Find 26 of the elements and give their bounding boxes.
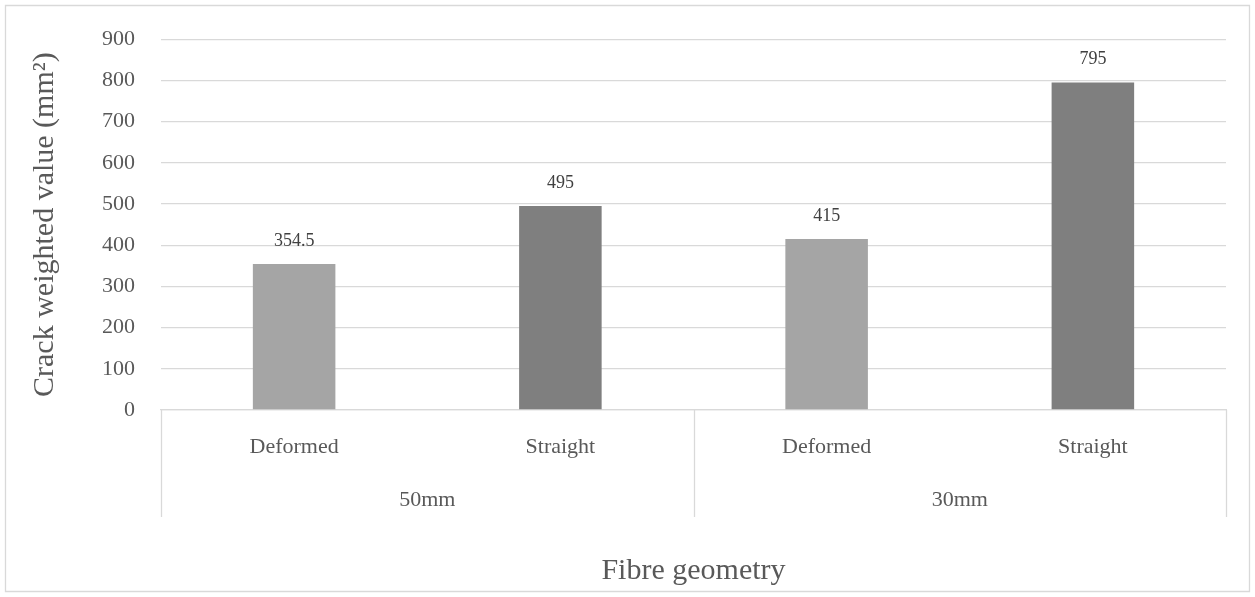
y-axis-title: Crack weighted value (mm²): [25, 52, 60, 397]
text: 50mm: [399, 485, 456, 511]
data-label: 415: [813, 204, 841, 225]
y-tick-label: 900: [102, 24, 135, 50]
x-tick-label: Straight: [1058, 432, 1128, 458]
y-tick-label: 200: [102, 313, 135, 339]
y-tick-label: 700: [102, 107, 135, 133]
y-tick-label: 800: [102, 66, 135, 92]
y-tick-label: 300: [102, 272, 135, 298]
data-label: 354.5: [273, 229, 315, 250]
bar: [252, 263, 336, 410]
data-label: 495: [546, 171, 574, 192]
bar: [519, 206, 602, 410]
x-tick-label: Deformed: [782, 432, 872, 458]
y-tick-label: 400: [102, 230, 135, 256]
text: 30mm: [931, 485, 988, 511]
x-tick-label: Straight: [525, 432, 596, 458]
x-axis-title: Fibre geometry: [601, 551, 786, 585]
bar: [785, 239, 868, 410]
x-tick-label: Deformed: [249, 432, 339, 458]
y-tick-label: 100: [102, 354, 135, 380]
y-tick-label: 600: [102, 148, 135, 174]
y-tick-label: 500: [102, 189, 135, 215]
bar: [1051, 82, 1135, 410]
data-label: 795: [1079, 48, 1107, 69]
y-tick-label: 0: [124, 395, 135, 421]
